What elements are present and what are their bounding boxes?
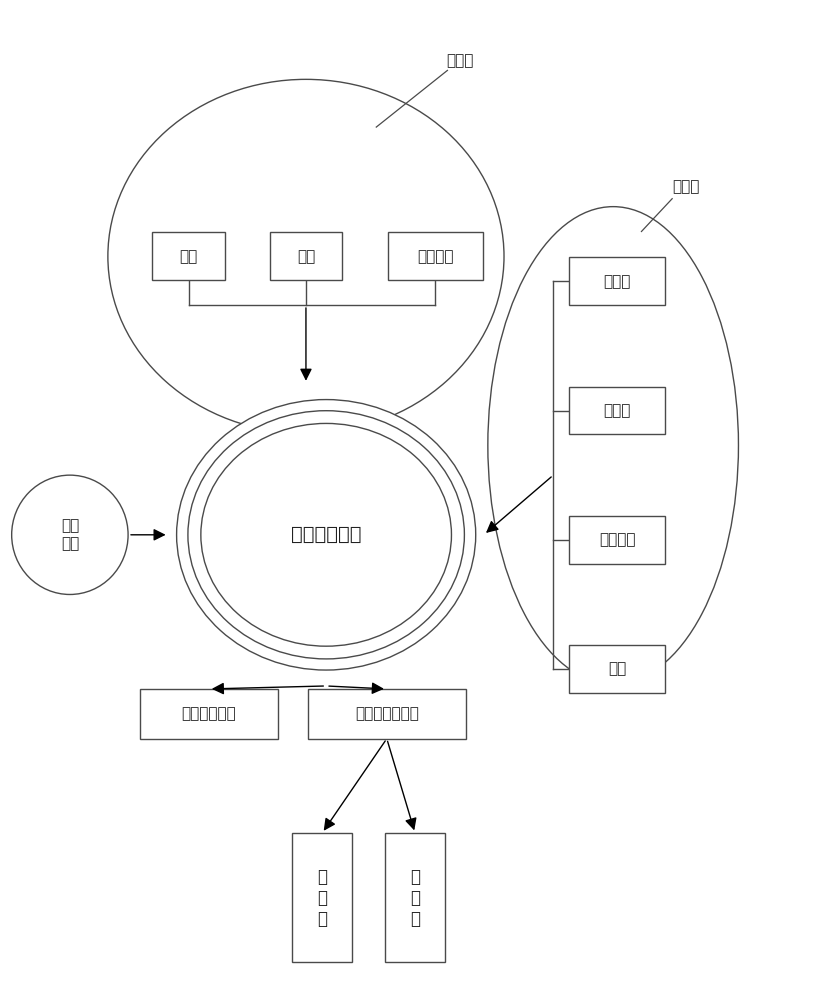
- Ellipse shape: [188, 411, 465, 659]
- Ellipse shape: [108, 79, 504, 433]
- Text: 前置抽真空装置: 前置抽真空装置: [355, 706, 418, 721]
- Text: 计算判断模块: 计算判断模块: [291, 525, 361, 544]
- FancyBboxPatch shape: [387, 232, 483, 280]
- Text: 背压: 背压: [180, 249, 198, 264]
- Text: 湿度: 湿度: [608, 662, 626, 677]
- Text: 主参量: 主参量: [446, 53, 473, 68]
- Text: 修正量: 修正量: [672, 179, 699, 194]
- Text: 监测
反馈: 监测 反馈: [61, 519, 79, 551]
- Ellipse shape: [488, 207, 738, 684]
- FancyBboxPatch shape: [570, 516, 665, 564]
- Ellipse shape: [177, 400, 475, 670]
- FancyBboxPatch shape: [152, 232, 225, 280]
- FancyBboxPatch shape: [291, 833, 352, 962]
- Text: 凝
结
水: 凝 结 水: [317, 868, 327, 928]
- FancyBboxPatch shape: [570, 257, 665, 305]
- FancyBboxPatch shape: [140, 689, 278, 739]
- Text: 开
式
水: 开 式 水: [410, 868, 420, 928]
- Text: 负荷: 负荷: [297, 249, 315, 264]
- FancyBboxPatch shape: [570, 387, 665, 434]
- Ellipse shape: [11, 475, 128, 594]
- Ellipse shape: [201, 423, 452, 646]
- Text: 严密性: 严密性: [603, 274, 631, 289]
- Text: 原水环真空泵: 原水环真空泵: [182, 706, 236, 721]
- Text: 环境温度: 环境温度: [417, 249, 453, 264]
- FancyBboxPatch shape: [385, 833, 445, 962]
- Text: 供热量: 供热量: [603, 403, 631, 418]
- Text: 清洁系数: 清洁系数: [599, 532, 636, 547]
- FancyBboxPatch shape: [570, 645, 665, 693]
- FancyBboxPatch shape: [269, 232, 343, 280]
- FancyBboxPatch shape: [308, 689, 466, 739]
